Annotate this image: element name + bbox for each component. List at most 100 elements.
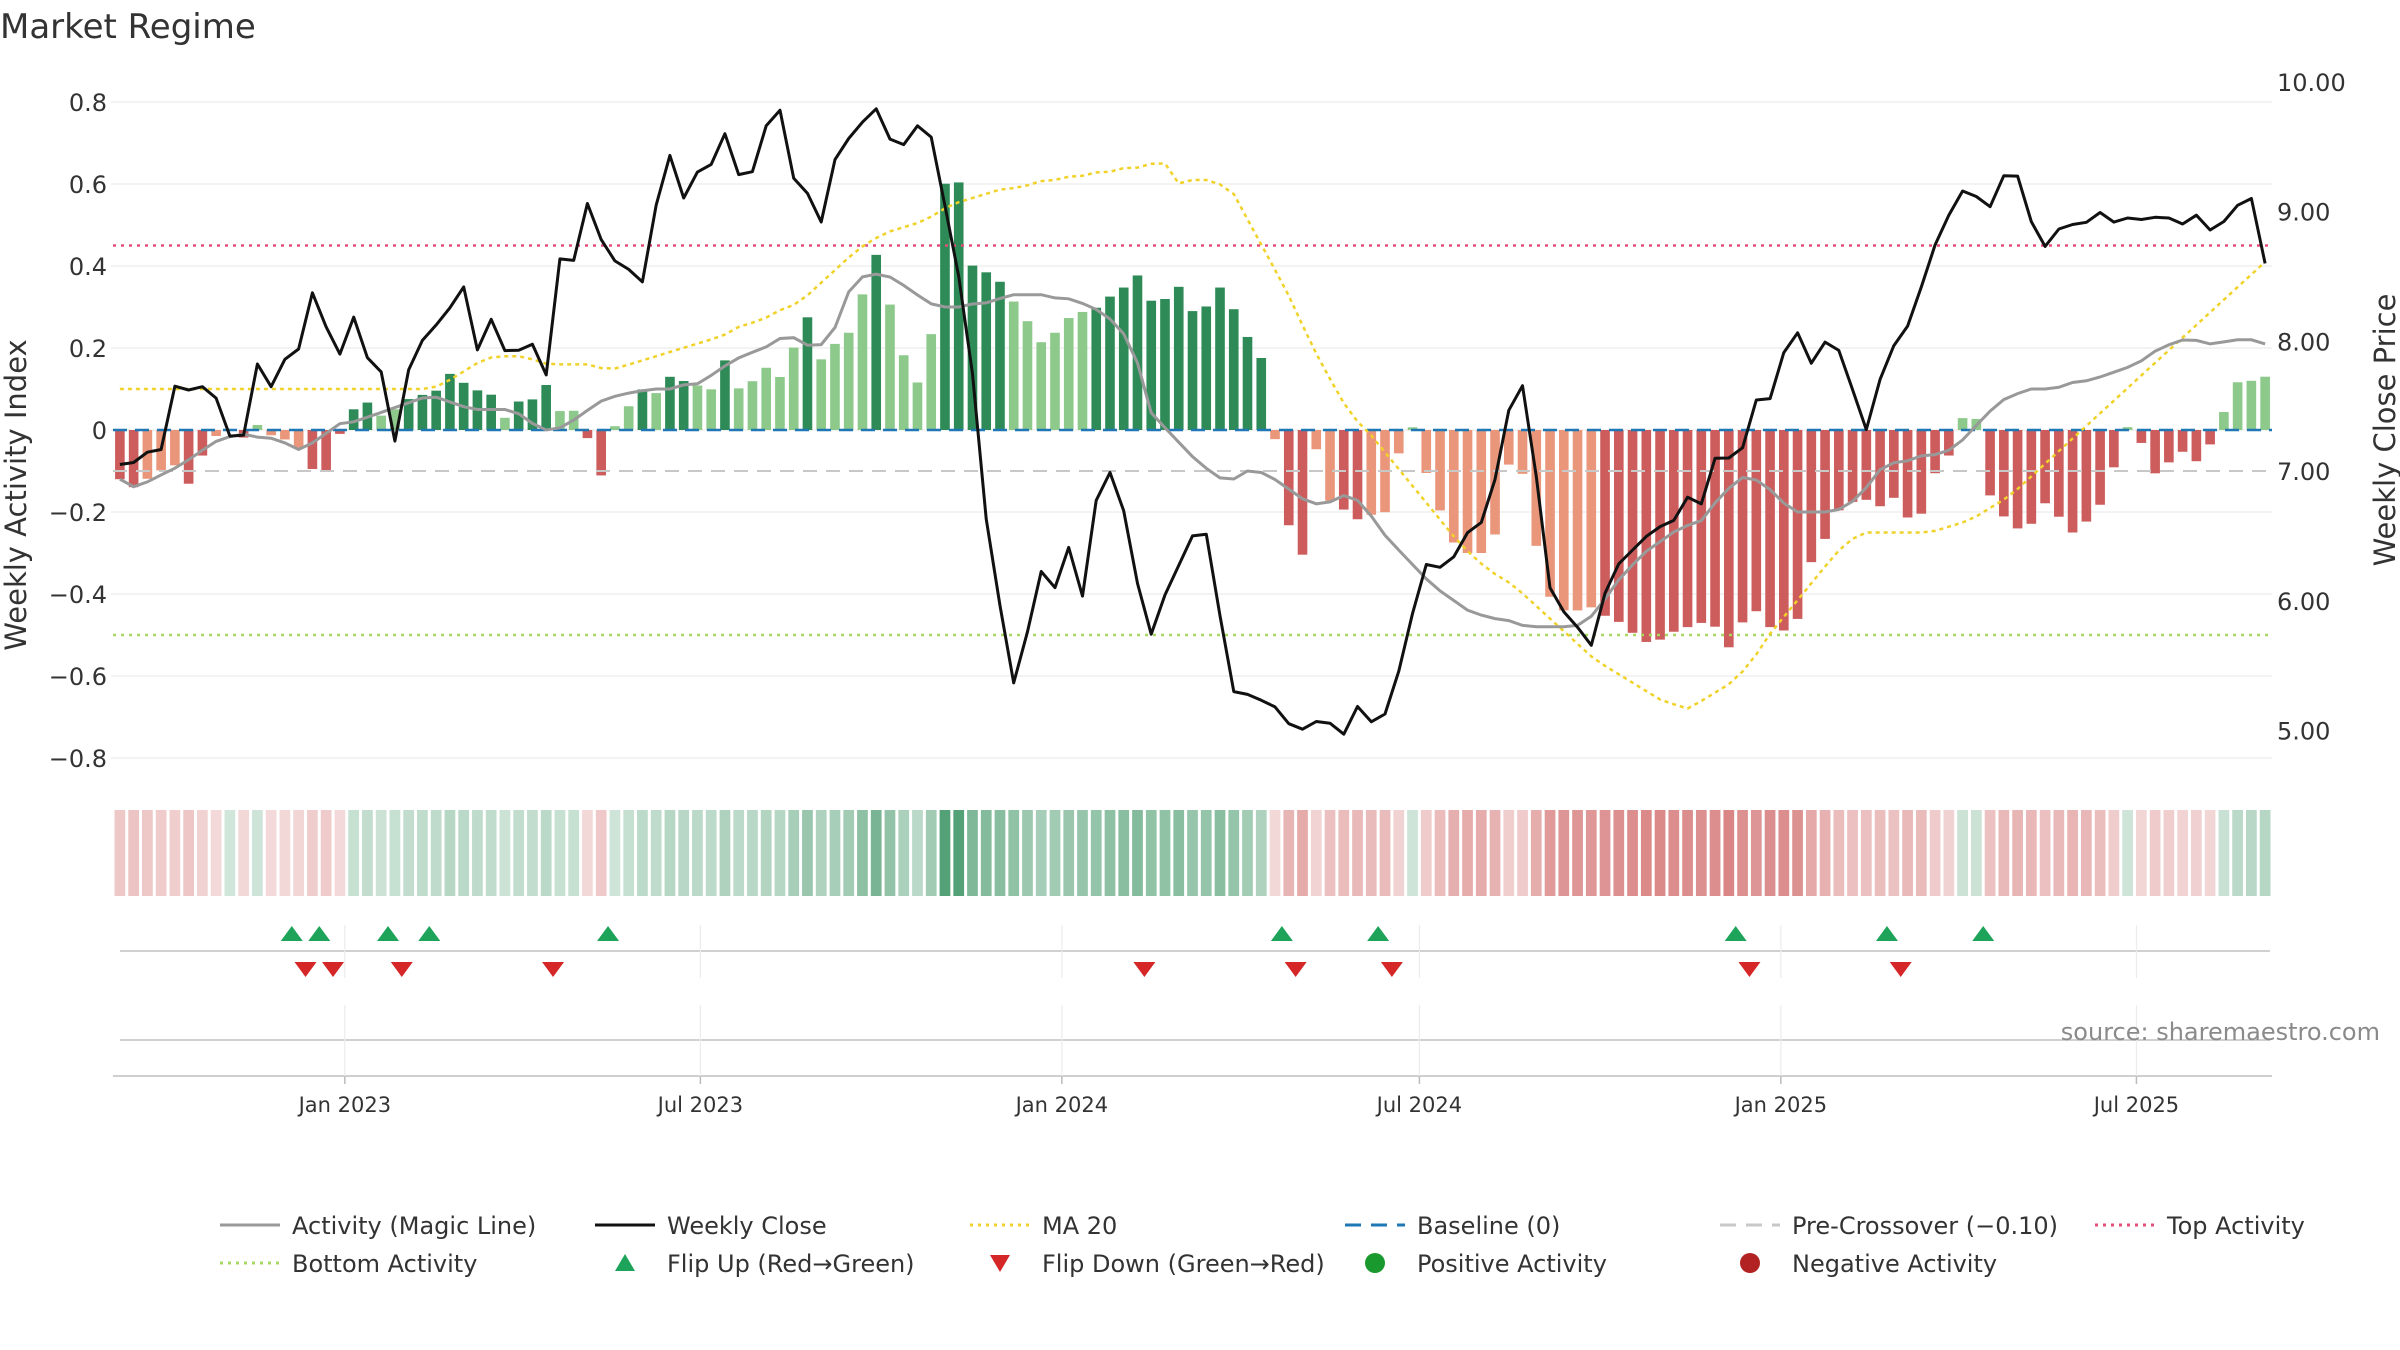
regime-strip-cell	[2163, 810, 2175, 896]
regime-strip-cell	[1324, 810, 1336, 896]
flip-down-marker	[294, 962, 317, 977]
reference-lines	[113, 244, 2272, 637]
regime-strip-cell	[362, 810, 373, 896]
regime-strip-cell	[1984, 810, 1996, 896]
regime-strip-cell	[582, 810, 593, 896]
activity-bar	[1435, 430, 1445, 511]
regime-strip-cell	[815, 810, 827, 896]
activity-bar	[802, 317, 813, 430]
activity-bar	[376, 415, 386, 430]
activity-bar	[788, 347, 799, 430]
regime-strip-cell	[994, 810, 1006, 896]
regime-strip-cell	[375, 810, 387, 896]
activity-bar	[183, 430, 194, 484]
regime-strip-cell	[1063, 810, 1075, 896]
activity-bar	[637, 389, 648, 430]
activity-bar	[1091, 307, 1102, 430]
regime-strip-cell	[1682, 810, 1693, 896]
right-tick-label: 8.00	[2277, 328, 2330, 356]
legend-label: MA 20	[1042, 1212, 1117, 1240]
regime-strip-cell	[1242, 810, 1253, 896]
activity-bar	[871, 254, 882, 430]
activity-bar	[1201, 306, 1212, 430]
regime-strip-cell	[1544, 810, 1556, 896]
activity-bar	[720, 360, 730, 430]
activity-bar	[2054, 430, 2064, 517]
source-note: source: sharemaestro.com	[2061, 1018, 2380, 1046]
legend-swatch	[1740, 1253, 1760, 1273]
regime-strip-cell	[142, 810, 153, 896]
flip-up-marker	[280, 926, 303, 941]
regime-strip-cell	[155, 810, 167, 896]
flip-down-marker	[542, 962, 565, 977]
right-tick-label: 9.00	[2277, 199, 2330, 227]
activity-bar	[1036, 342, 1047, 430]
regime-strip-cell	[1035, 810, 1047, 896]
regime-strip-cell	[540, 810, 552, 896]
activity-bar	[912, 382, 923, 430]
regime-strip-cell	[1585, 810, 1597, 896]
activity-bar	[2095, 430, 2105, 505]
regime-strip-cell	[1613, 810, 1625, 896]
regime-strip-cell	[1998, 810, 2010, 896]
activity-bar	[1160, 299, 1170, 430]
activity-bar	[1325, 430, 1335, 501]
regime-strip-cell	[1902, 810, 1913, 896]
regime-strip-cell	[1874, 810, 1886, 896]
activity-bar	[1861, 430, 1872, 500]
regime-strip-cell	[1558, 810, 1570, 896]
activity-bar	[1187, 311, 1198, 430]
regime-strip-cell	[1255, 810, 1267, 896]
regime-strip-cell	[430, 810, 442, 896]
left-tick-label: 0	[92, 417, 107, 445]
legend-swatch	[990, 1255, 1010, 1272]
activity-bar	[1902, 430, 1913, 518]
regime-strip-cell	[829, 810, 841, 896]
activity-bar	[1338, 430, 1349, 510]
regime-strip-cell	[1297, 810, 1308, 896]
regime-strip-cell	[1352, 810, 1363, 896]
activity-bar	[1352, 430, 1363, 520]
left-tick-label: 0.8	[69, 89, 107, 117]
left-tick-label: −0.4	[49, 581, 107, 609]
regime-strip-cell	[2039, 810, 2051, 896]
right-tick-label: 10.00	[2277, 69, 2346, 97]
regime-strip-cell	[1805, 810, 1817, 896]
regime-strip-cell	[1723, 810, 1735, 896]
activity-bar	[775, 377, 785, 430]
left-tick-label: −0.2	[49, 499, 107, 527]
activity-bar	[747, 381, 758, 430]
activity-bar	[2122, 427, 2133, 430]
activity-bar	[1930, 430, 1940, 474]
activity-bar	[981, 272, 992, 430]
activity-bar	[128, 430, 139, 488]
regime-strip-cell	[403, 810, 415, 896]
x-tick-label: Jan 2023	[297, 1093, 392, 1117]
left-tick-label: −0.6	[49, 663, 107, 691]
activity-bar	[2177, 430, 2188, 452]
activity-bar	[1682, 430, 1693, 628]
regime-strip-cell	[1819, 810, 1831, 896]
regime-strip-cell	[2053, 810, 2065, 896]
legend: Activity (Magic Line) Weekly Close MA 20 Ba…	[220, 1212, 2305, 1278]
activity-bar	[610, 426, 620, 430]
activity-bar	[1517, 430, 1528, 474]
activity-bar	[1916, 430, 1927, 514]
regime-strip-cell	[705, 810, 717, 896]
regime-strip-cell	[1407, 810, 1418, 896]
activity-bar	[1132, 275, 1143, 430]
activity-bar	[1586, 430, 1597, 608]
activity-bar	[348, 409, 359, 430]
activity-bar	[761, 367, 772, 430]
activity-bar	[2012, 430, 2023, 529]
regime-strip-cell	[554, 810, 566, 896]
flip-down-marker	[1738, 962, 1761, 977]
activity-bar	[1820, 430, 1830, 539]
regime-strip-cell	[637, 810, 648, 896]
regime-strip-cell	[417, 810, 428, 896]
regime-strip-cell	[1077, 810, 1088, 896]
activity-bar	[1655, 430, 1665, 640]
regime-strip-cell	[1008, 810, 1020, 896]
regime-strip-cell	[197, 810, 208, 896]
activity-bar	[1613, 430, 1624, 622]
